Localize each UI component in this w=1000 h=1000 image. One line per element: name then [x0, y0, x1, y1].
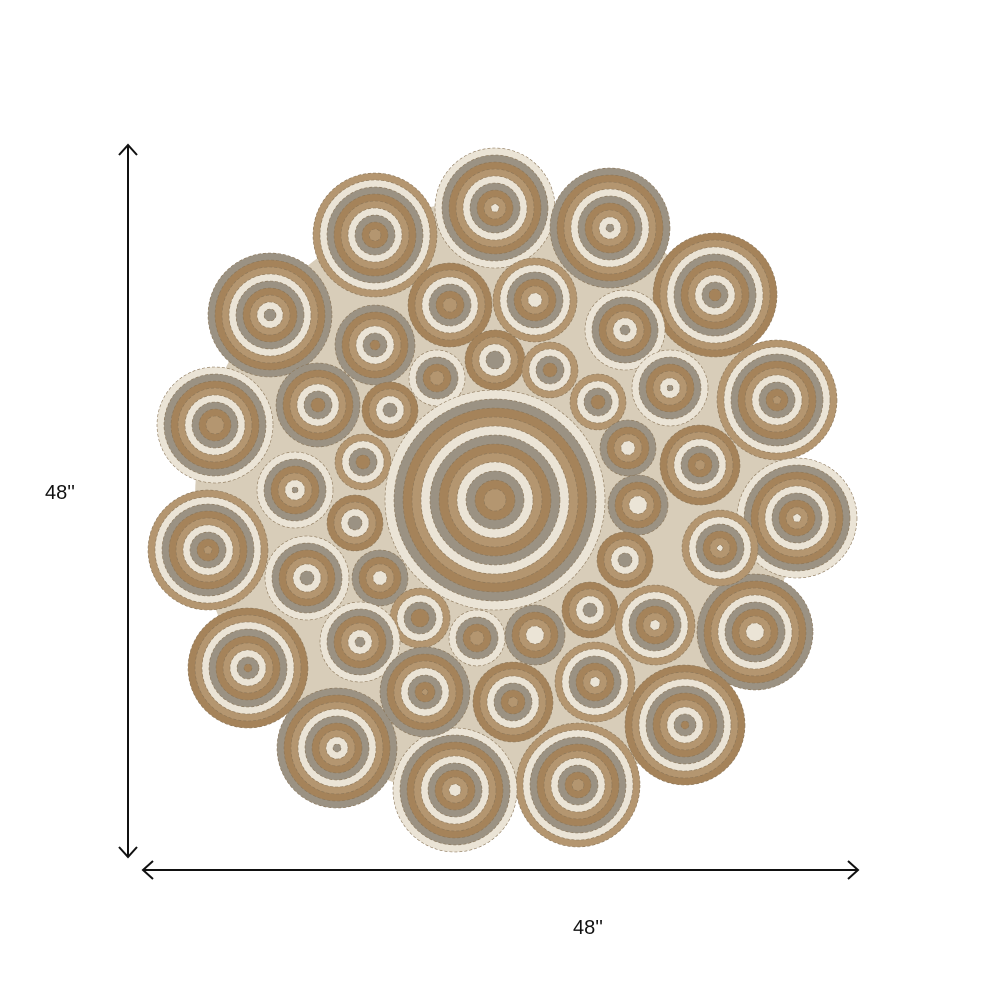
- rug-coil: [334, 304, 416, 386]
- rug-coil: [472, 661, 554, 743]
- rug-coil: [569, 373, 627, 431]
- rug-coil: [264, 535, 350, 621]
- rug-coil: [156, 366, 274, 484]
- rug-coil: [607, 474, 669, 536]
- width-label: 48'': [573, 917, 603, 939]
- rug-coil: [549, 167, 671, 289]
- rug-coil: [521, 341, 579, 399]
- height-label: 48'': [45, 482, 75, 504]
- rug-coil: [614, 584, 696, 666]
- rug-image: [147, 147, 858, 853]
- width-dimension-arrow: [141, 860, 860, 880]
- rug-coil: [515, 722, 641, 848]
- rug-coil: [187, 607, 309, 729]
- rug-coil: [361, 381, 419, 439]
- rug-coil: [561, 581, 619, 639]
- rug-coil: [504, 604, 566, 666]
- rug-coil: [464, 329, 526, 391]
- rug-coil: [276, 687, 398, 809]
- rug-coil: [389, 587, 451, 649]
- rug-coil: [407, 262, 493, 348]
- rug-coil: [256, 451, 334, 529]
- rug-coil: [379, 646, 471, 738]
- rug-coil: [624, 664, 746, 786]
- rug-coil: [326, 494, 384, 552]
- rug-coil: [384, 389, 606, 611]
- rug-coil: [631, 349, 709, 427]
- rug-coil: [275, 362, 361, 448]
- rug-coil: [681, 509, 759, 587]
- rug-coil: [147, 489, 269, 611]
- rug-coil: [659, 424, 741, 506]
- rug-coil: [596, 531, 654, 589]
- rug-coil: [492, 257, 578, 343]
- rug-coil: [584, 289, 666, 371]
- rug-coil: [716, 339, 838, 461]
- rug-coil: [696, 573, 814, 691]
- rug-coil: [207, 252, 333, 378]
- rug-coil: [448, 609, 506, 667]
- rug-coil: [312, 172, 438, 298]
- rug-coil: [736, 457, 858, 579]
- rug-coil: [554, 641, 636, 723]
- rug-coil: [392, 727, 518, 853]
- rug-coil: [408, 349, 466, 407]
- rug-coil: [652, 232, 778, 358]
- height-dimension-arrow: [118, 143, 138, 859]
- rug-coil: [434, 147, 556, 269]
- rug-coil: [334, 433, 392, 491]
- rug-coil: [599, 419, 657, 477]
- rug-coil: [351, 549, 409, 607]
- rug-coil: [319, 601, 401, 683]
